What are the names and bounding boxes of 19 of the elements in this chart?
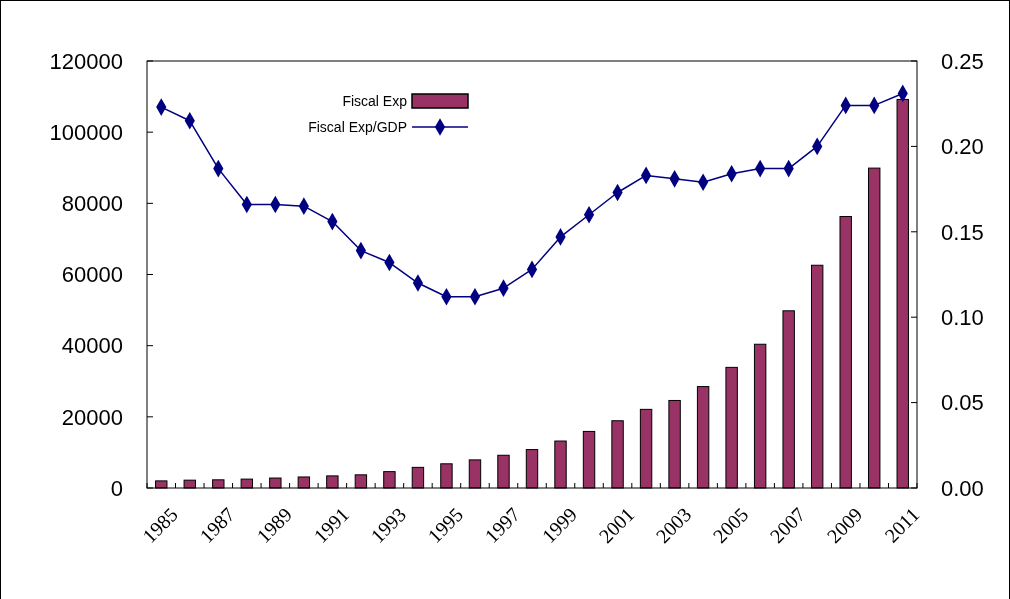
y-tick-label: 0: [110, 475, 123, 501]
x-tick-label: 2011: [880, 503, 924, 547]
y-tick-label: 80000: [61, 191, 123, 217]
x-tick-label: 1999: [537, 503, 582, 548]
y2-tick-label: 0.10: [941, 304, 984, 330]
y2-tick-label: 0.15: [941, 219, 984, 245]
y2-tick-label: 0.25: [941, 48, 984, 74]
x-tick-label: 1991: [309, 503, 354, 548]
x-tick-label: 1989: [252, 503, 297, 548]
y2-tick-label: 0.20: [941, 134, 984, 160]
y-tick-label: 100000: [49, 119, 123, 145]
y2-tick-label: 0.00: [941, 475, 984, 501]
legend-label: Fiscal Exp: [342, 92, 408, 109]
y-tick-label: 40000: [61, 333, 123, 359]
y-tick-label: 120000: [49, 48, 123, 74]
y-tick-label: 20000: [61, 404, 123, 430]
y2-tick-label: 0.05: [941, 390, 984, 416]
legend-label: Fiscal Exp/GDP: [308, 118, 407, 135]
y-tick-label: 60000: [61, 262, 123, 288]
